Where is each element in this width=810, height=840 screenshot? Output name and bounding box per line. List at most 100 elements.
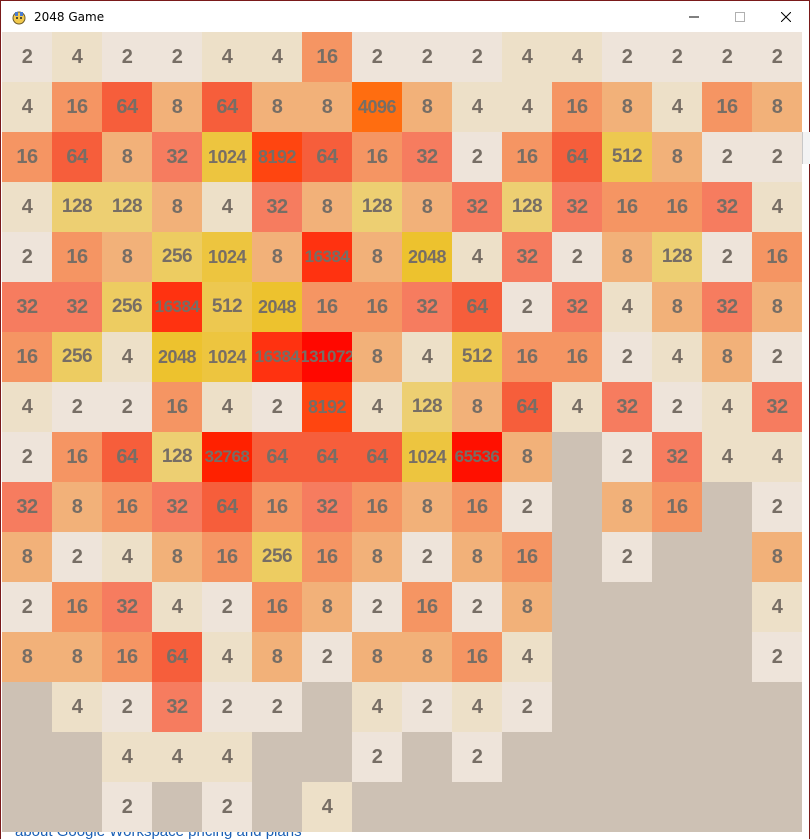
tile: 2 [752,482,802,532]
tile: 8 [2,532,52,582]
tile: 2 [2,582,52,632]
tile: 32 [602,382,652,432]
tile: 2 [402,532,452,582]
tile: 64 [552,132,602,182]
tile: 128 [402,382,452,432]
tile: 64 [202,82,252,132]
tile: 8 [752,282,802,332]
tile: 32 [752,382,802,432]
background-window-edge [802,132,810,164]
tile: 2 [352,582,402,632]
tile: 16 [202,532,252,582]
tile: 4 [752,582,802,632]
tile: 4096 [352,82,402,132]
background-page: about Google Workspace pricing and plans [1,832,809,840]
tile: 1024 [202,232,252,282]
tile: 32 [402,132,452,182]
maximize-button[interactable] [717,1,763,33]
tile: 4 [202,32,252,82]
tile: 4 [302,782,352,832]
tile: 4 [702,382,752,432]
tile: 16 [552,332,602,382]
tile: 16 [552,82,602,132]
tile: 64 [152,632,202,682]
tile: 16384 [302,232,352,282]
tile: 16 [702,82,752,132]
tile: 512 [202,282,252,332]
tile: 32 [702,282,752,332]
tile: 4 [652,82,702,132]
tile: 8 [652,132,702,182]
tile: 16 [752,232,802,282]
tile: 128 [152,432,202,482]
tile: 8 [252,232,302,282]
tile: 16 [52,82,102,132]
tile: 2 [702,32,752,82]
tile: 16 [352,482,402,532]
title-bar[interactable]: 2048 Game [1,1,809,33]
tile: 2 [602,332,652,382]
tile: 2 [552,232,602,282]
tile: 2 [602,532,652,582]
tile: 8 [152,182,202,232]
tile: 32 [152,682,202,732]
tile: 2048 [252,282,302,332]
tile: 32 [402,282,452,332]
close-icon [781,12,791,22]
tile: 64 [502,382,552,432]
tile: 16 [402,582,452,632]
tile: 4 [552,32,602,82]
tile: 16 [302,32,352,82]
tile: 2 [202,682,252,732]
tile: 4 [52,32,102,82]
tile: 4 [502,82,552,132]
tile: 32 [652,432,702,482]
tile: 8 [752,82,802,132]
minimize-icon [689,16,699,18]
tile: 2 [452,582,502,632]
tile: 2 [352,32,402,82]
game-board[interactable]: 2 4 2 2 4 4 16 2 2 2 4 4 2 2 2 2 4 16 64 8 64 8 8 4096 8 4 4 16 8 4 16… [2,32,802,832]
tile: 16 [452,632,502,682]
background-link[interactable]: about Google Workspace pricing and plans [15,832,302,840]
tile: 2 [2,32,52,82]
tile: 16 [502,532,552,582]
tile: 16 [52,432,102,482]
tile: 8 [102,132,152,182]
tile: 2048 [402,232,452,282]
tile: 2 [52,532,102,582]
tile: 128 [102,182,152,232]
tile: 8 [302,182,352,232]
tile: 2 [2,232,52,282]
tile: 8 [502,582,552,632]
tile: 4 [102,732,152,782]
tile: 4 [152,582,202,632]
tile: 64 [302,132,352,182]
tile: 8 [402,482,452,532]
tile: 4 [352,382,402,432]
tile: 16 [52,582,102,632]
tile: 8 [602,232,652,282]
tile: 2 [202,782,252,832]
tile: 4 [102,332,152,382]
minimize-button[interactable] [671,1,717,33]
tile: 2 [452,32,502,82]
tile: 2 [752,632,802,682]
tile: 512 [602,132,652,182]
close-button[interactable] [763,1,809,33]
tile: 8 [652,282,702,332]
tile: 2 [52,382,102,432]
tile: 2 [602,432,652,482]
tile: 4 [502,32,552,82]
tile: 2 [502,282,552,332]
tile: 16 [152,382,202,432]
tile: 131072 [302,332,352,382]
tile: 2 [702,232,752,282]
tile: 4 [702,432,752,482]
tile: 2 [752,332,802,382]
tile: 4 [202,732,252,782]
tile: 8 [352,632,402,682]
tile: 4 [502,632,552,682]
tile: 4 [552,382,602,432]
